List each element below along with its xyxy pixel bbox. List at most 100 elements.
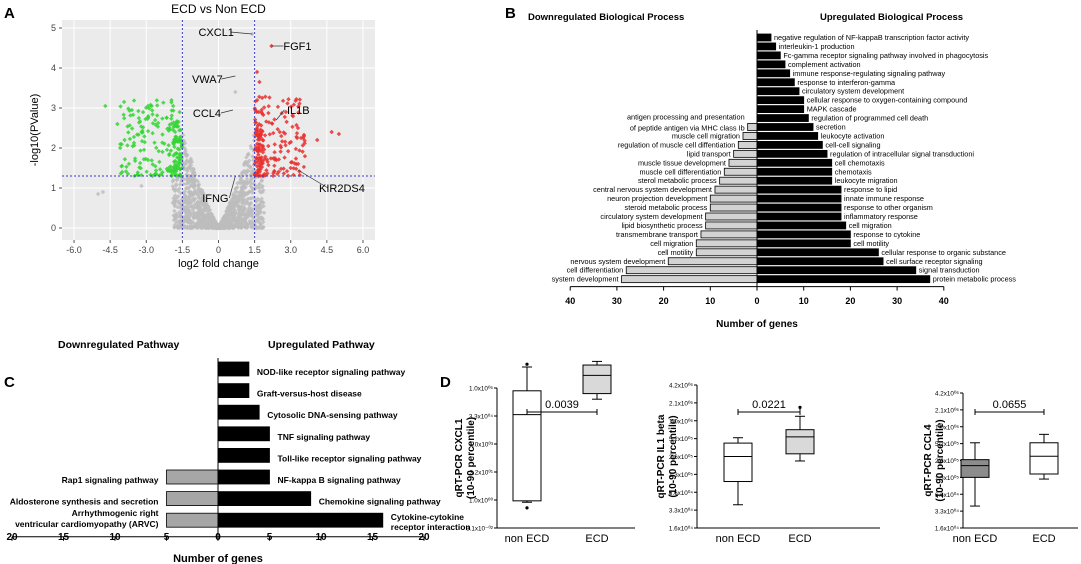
volcano-point-ns — [201, 214, 207, 219]
volcano-point-up — [260, 150, 266, 155]
volcano-point-up — [259, 147, 264, 152]
volcano-point-ns — [255, 196, 260, 202]
volcano-point-ns — [190, 196, 196, 201]
x-tick-label: 30 — [892, 296, 902, 306]
volcano-point-down — [164, 115, 169, 121]
bar-up — [756, 176, 833, 185]
volcano-point-ns — [236, 213, 241, 218]
volcano-point-up — [291, 166, 296, 171]
volcano-point-ns — [242, 168, 247, 174]
y-tick-label: 3.1x10⁻⁰² — [466, 526, 493, 533]
volcano-point-ns — [207, 211, 212, 217]
volcano-point-ns — [172, 193, 178, 198]
box — [582, 364, 612, 395]
bar-up-label: cell chemotaxis — [835, 158, 885, 167]
p-value-label: 0.0655 — [993, 399, 1027, 411]
volcano-point-up — [276, 169, 281, 174]
gene-label: IL1B — [287, 105, 310, 117]
volcano-point-ns — [232, 212, 237, 217]
volcano-point-up — [288, 104, 294, 109]
volcano-point-ns — [198, 210, 204, 215]
x-tick-label: -6.0 — [66, 245, 82, 255]
x-tick-label: 3.0 — [284, 245, 297, 255]
volcano-point-up — [293, 156, 299, 161]
bar-down — [742, 132, 758, 140]
bar-up-label: circulatory system development — [802, 87, 904, 96]
bar-up-label: secretion — [816, 123, 846, 132]
x-tick-label: 0 — [216, 245, 221, 255]
volcano-point-ns — [257, 209, 263, 214]
bar-up — [756, 248, 879, 257]
x-tick-label: 20 — [418, 532, 430, 543]
volcano-point-down — [136, 108, 141, 114]
volcano-point-up — [265, 159, 270, 164]
volcano-point-ns — [224, 213, 230, 218]
bar-down — [625, 266, 758, 275]
volcano-point-ns — [192, 170, 197, 175]
volcano-point-down — [117, 145, 123, 151]
volcano-point-ns — [252, 220, 258, 225]
volcano-point-down — [166, 143, 171, 148]
volcano-point-down — [170, 140, 176, 145]
volcano-point-up — [286, 173, 291, 178]
bar-down — [705, 212, 758, 221]
volcano-point-ns — [235, 223, 241, 228]
volcano-point-up — [278, 166, 284, 172]
volcano-point-up — [259, 123, 264, 128]
bar-up-label: NOD-like receptor signaling pathway — [257, 367, 406, 377]
y-tick-label: 6.6x10⁰⁴ — [935, 492, 959, 499]
volcano-point-ns — [181, 207, 187, 212]
volcano-point-down — [156, 148, 161, 154]
volcano-point-ns — [186, 189, 191, 195]
volcano-point-down — [174, 151, 179, 156]
bar-up-label: immune response-regulating signaling pat… — [793, 69, 946, 78]
volcano-point-down — [153, 164, 158, 169]
volcano-point-ns — [198, 188, 203, 194]
bar-up — [756, 149, 828, 158]
volcano-point-ns — [229, 217, 235, 223]
volcano-point-down — [157, 159, 162, 165]
volcano-point-ns — [254, 217, 260, 222]
bar-up — [756, 194, 842, 203]
x-tick-label: -1.5 — [175, 245, 191, 255]
bar-up — [756, 60, 786, 69]
volcano-point-down — [142, 134, 147, 139]
volcano-point-up — [258, 156, 263, 161]
volcano-point-ns — [212, 221, 217, 226]
volcano-point-up — [268, 156, 274, 161]
bar-up — [217, 512, 384, 528]
volcano-point-ns — [100, 189, 106, 195]
volcano-point-ns — [239, 187, 245, 192]
volcano-point-down — [150, 173, 155, 179]
volcano-point-ns — [258, 203, 263, 208]
volcano-point-ns — [245, 168, 250, 173]
volcano-point-ns — [183, 161, 189, 167]
x-tick-label: 15 — [58, 532, 70, 543]
volcano-point-down — [131, 98, 137, 103]
volcano-point-up — [272, 150, 277, 155]
gene-label-leader — [297, 169, 329, 189]
volcano-point-ns — [181, 195, 186, 200]
volcano-point-down — [132, 143, 137, 148]
box — [723, 442, 753, 483]
x-tick-label: 10 — [109, 532, 121, 543]
volcano-point-down — [152, 117, 158, 123]
y-tick-label: 2 — [51, 143, 56, 153]
volcano-point-ns — [228, 209, 233, 214]
y-tick-label: 5 — [51, 23, 56, 33]
bar-up — [756, 51, 781, 60]
volcano-point-down — [129, 126, 135, 131]
volcano-point-down — [168, 148, 174, 153]
volcano-point-ns — [202, 219, 208, 225]
il1b-boxplot: 4.2x10⁰⁶ 2.1x10⁰⁶ 1.0x10⁰⁶ 5.2x10⁰⁵ 2.6x10⁰⁵… — [656, 383, 880, 545]
gene-label: FGF1 — [283, 41, 311, 53]
volcano-point-up — [278, 145, 284, 150]
volcano-point-ns — [240, 207, 245, 213]
box — [785, 429, 815, 455]
bar-up — [217, 491, 312, 507]
volcano-point-up — [263, 173, 268, 178]
volcano-point-down — [169, 121, 174, 126]
volcano-point-ns — [197, 195, 202, 200]
volcano-point-ns — [224, 209, 230, 214]
volcano-point-up — [260, 111, 265, 116]
